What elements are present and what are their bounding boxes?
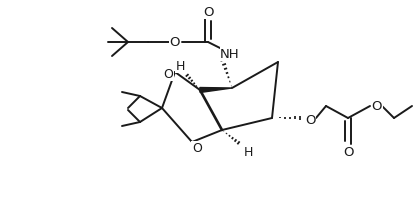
Text: H: H [175,60,185,73]
Text: O: O [203,5,213,19]
Text: O: O [163,68,173,80]
Polygon shape [200,87,232,92]
Text: O: O [170,36,180,48]
Text: O: O [305,114,315,126]
Text: NH: NH [220,48,240,61]
Text: O: O [343,145,353,158]
Text: O: O [192,141,202,155]
Text: H: H [243,145,253,158]
Text: O: O [372,99,382,112]
